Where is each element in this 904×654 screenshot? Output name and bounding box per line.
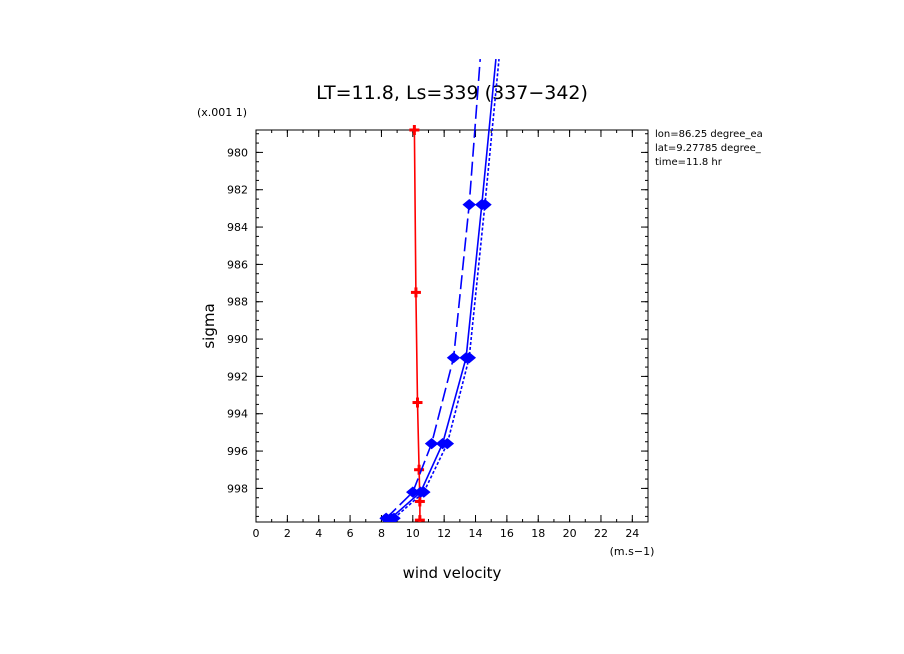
series-1-point xyxy=(414,515,425,522)
x-tick-label: 4 xyxy=(315,527,322,540)
series-1-point xyxy=(410,287,421,298)
y-tick-label: 994 xyxy=(227,408,248,421)
series-1-point xyxy=(409,125,420,135)
series-1-point xyxy=(414,464,425,475)
x-tick-label: 10 xyxy=(406,527,420,540)
x-tick-label: 18 xyxy=(531,527,545,540)
x-tick-label: 0 xyxy=(253,527,260,540)
axis-ticks: 0 2 4 6 8 10 12 14 16 18 20 22 249809829849869889909… xyxy=(227,130,649,540)
series-4-point xyxy=(416,486,431,498)
series-line-2 xyxy=(390,59,497,519)
series-3-point xyxy=(424,437,439,450)
y-unit-label: (x.001 1) xyxy=(197,106,247,119)
y-tick-label: 988 xyxy=(227,296,248,309)
x-tick-label: 14 xyxy=(469,527,483,540)
x-tick-label: 2 xyxy=(284,527,291,540)
x-tick-label: 20 xyxy=(563,527,577,540)
chart-title: LT=11.8, Ls=339 (337−342) xyxy=(316,82,588,104)
y-tick-label: 990 xyxy=(227,333,248,346)
y-tick-label: 992 xyxy=(227,370,248,383)
series-layer xyxy=(379,59,500,522)
x-axis-label: wind velocity xyxy=(403,564,502,582)
x-tick-label: 6 xyxy=(347,527,354,540)
y-tick-label: 980 xyxy=(227,146,248,159)
y-tick-label: 996 xyxy=(227,445,248,458)
series-1-point xyxy=(414,496,425,507)
series-4-point xyxy=(440,437,455,450)
info-lat: lat=9.27785 degree_ xyxy=(655,143,761,154)
series-line-1 xyxy=(413,129,421,521)
x-tick-label: 16 xyxy=(500,527,514,540)
plot-frame xyxy=(255,129,649,523)
y-axis-label: sigma xyxy=(200,303,218,348)
series-1-point xyxy=(412,397,423,408)
x-tick-label: 12 xyxy=(437,527,451,540)
y-tick-label: 984 xyxy=(227,221,248,234)
y-tick-label: 986 xyxy=(227,258,248,271)
series-3-point xyxy=(462,199,477,211)
series-line-3 xyxy=(385,59,481,519)
series-line-4 xyxy=(393,59,500,519)
series-4-point xyxy=(478,199,492,211)
series-3-point xyxy=(406,486,420,498)
x-tick-label: 22 xyxy=(594,527,608,540)
y-tick-label: 982 xyxy=(227,184,248,197)
x-tick-label: 24 xyxy=(625,527,639,540)
info-lon: lon=86.25 degree_ea xyxy=(655,129,763,140)
series-4-point xyxy=(462,352,477,364)
info-time: time=11.8 hr xyxy=(655,157,722,168)
y-tick-label: 998 xyxy=(227,482,248,495)
series-4-point xyxy=(387,512,401,522)
series-3-point xyxy=(446,352,461,364)
x-unit-label: (m.s−1) xyxy=(610,545,655,558)
x-tick-label: 8 xyxy=(378,527,385,540)
